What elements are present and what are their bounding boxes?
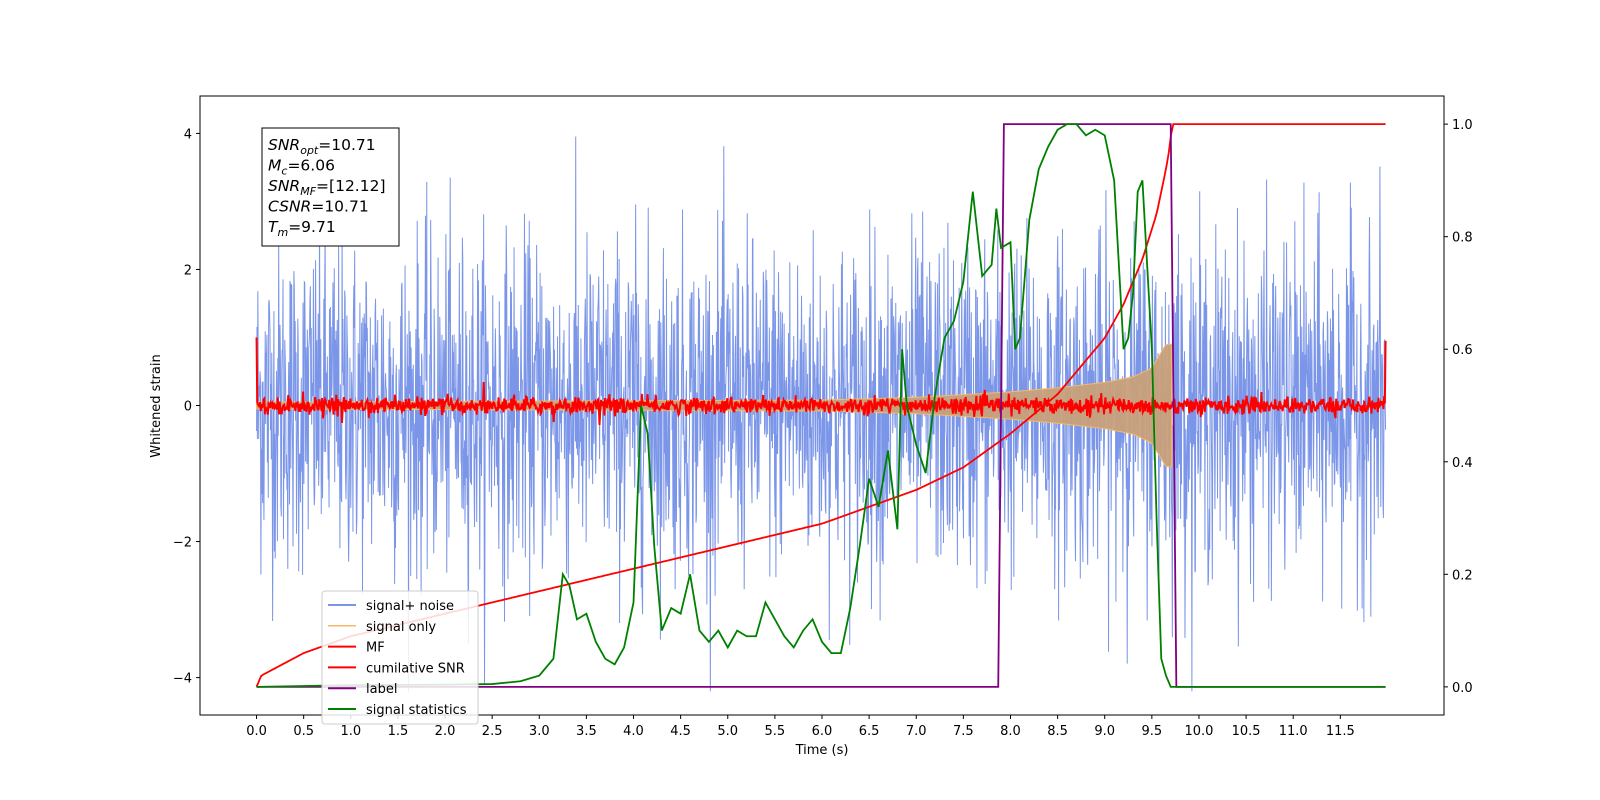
stats-annotation-box: SNRopt=10.71Mc=6.06SNRMF=[12.12]CSNR=10.… bbox=[261, 127, 400, 247]
x-tick-label: 2.0 bbox=[435, 724, 456, 739]
y-axis-label: Whitened strain bbox=[149, 354, 164, 457]
y-axis-right: 0.0 0.2 0.4 0.6 0.8 1.0 bbox=[1444, 118, 1473, 696]
x-tick-label: 2.5 bbox=[482, 724, 503, 739]
x-tick-label: 7.0 bbox=[906, 724, 927, 739]
annotation-line: Tm=9.71 bbox=[268, 218, 336, 239]
x-tick-label: 9.0 bbox=[1094, 724, 1115, 739]
legend-entry: signal+ noise bbox=[366, 599, 454, 614]
x-axis-label: Time (s) bbox=[795, 743, 849, 758]
legend-entry: label bbox=[366, 682, 397, 697]
x-tick-label: 4.0 bbox=[623, 724, 644, 739]
x-tick-label: 3.5 bbox=[576, 724, 597, 739]
y-axis-left: −4 −2 0 2 4 bbox=[173, 127, 200, 687]
x-tick-label: 0.0 bbox=[246, 724, 267, 739]
legend-entry: MF bbox=[366, 641, 385, 656]
y2-tick-label: 0.2 bbox=[1452, 568, 1473, 583]
x-tick-label: 5.5 bbox=[765, 724, 786, 739]
x-tick-label: 10.5 bbox=[1232, 724, 1261, 739]
x-tick-label: 1.0 bbox=[340, 724, 361, 739]
y2-tick-label: 0.8 bbox=[1452, 231, 1473, 246]
x-tick-label: 0.5 bbox=[293, 724, 314, 739]
x-axis: 0.0 0.5 1.0 1.5 2.0 2.5 3.0 3.5 4.0 4.5 5.0 5.5 6.0 6… bbox=[246, 715, 1355, 739]
series-mf bbox=[255, 337, 1387, 425]
y2-tick-label: 0.6 bbox=[1452, 343, 1473, 358]
x-tick-label: 11.0 bbox=[1279, 724, 1308, 739]
y-tick-label: 0 bbox=[184, 400, 192, 415]
annotation-line: SNRMF=[12.12] bbox=[268, 177, 386, 198]
x-tick-label: 4.5 bbox=[670, 724, 691, 739]
legend-entry: signal only bbox=[366, 620, 436, 635]
plot-area bbox=[255, 123, 1387, 692]
x-tick-label: 10.0 bbox=[1184, 724, 1213, 739]
x-tick-label: 7.5 bbox=[953, 724, 974, 739]
x-tick-label: 6.5 bbox=[859, 724, 880, 739]
x-tick-label: 9.5 bbox=[1142, 724, 1163, 739]
x-tick-label: 8.0 bbox=[1000, 724, 1021, 739]
y2-tick-label: 1.0 bbox=[1452, 118, 1473, 133]
y-tick-label: 2 bbox=[184, 263, 192, 278]
annotation-line: Mc=6.06 bbox=[268, 157, 335, 178]
x-tick-label: 8.5 bbox=[1047, 724, 1068, 739]
annotation-line: SNRopt=10.71 bbox=[268, 136, 376, 157]
x-tick-label: 11.5 bbox=[1326, 724, 1355, 739]
series-signal-statistics bbox=[256, 123, 1386, 688]
series-signal-noise bbox=[256, 136, 1387, 692]
y-tick-label: 4 bbox=[184, 127, 192, 142]
legend: signal+ noise signal only MF cumilative SNR… bbox=[321, 590, 479, 725]
x-tick-label: 1.5 bbox=[388, 724, 409, 739]
legend-entry: signal statistics bbox=[366, 703, 467, 718]
x-tick-label: 3.0 bbox=[529, 724, 550, 739]
legend-entry: cumilative SNR bbox=[366, 661, 465, 676]
x-tick-label: 5.0 bbox=[717, 724, 738, 739]
y-tick-label: −2 bbox=[173, 536, 192, 551]
y-tick-label: −4 bbox=[173, 672, 192, 687]
y2-tick-label: 0.0 bbox=[1452, 681, 1473, 696]
annotation-line: CSNR=10.71 bbox=[268, 198, 369, 216]
y2-tick-label: 0.4 bbox=[1452, 456, 1473, 471]
x-tick-label: 6.0 bbox=[812, 724, 833, 739]
